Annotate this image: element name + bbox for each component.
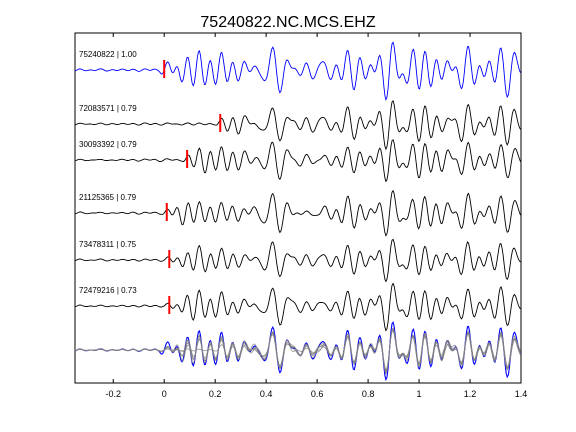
x-tick-label: 0 <box>162 389 167 399</box>
x-tick-label: 0.2 <box>209 389 222 399</box>
overlay-trace-line <box>74 327 521 375</box>
overlay-stack <box>74 321 522 382</box>
x-tick-label: 1.2 <box>464 389 477 399</box>
trace-line <box>74 139 521 183</box>
x-tick-label: 0.4 <box>260 389 273 399</box>
x-tick-label: 1.4 <box>515 389 528 399</box>
trace-line <box>74 238 521 283</box>
pick-markers <box>163 60 222 314</box>
trace-line <box>74 41 521 101</box>
trace-line <box>74 100 521 151</box>
trace-label: 75240822 | 1.00 <box>79 50 137 59</box>
chart-title: 75240822.NC.MCS.EHZ <box>200 14 375 31</box>
trace-labels: 75240822 | 1.00 72083571 | 0.79 30093392 |… <box>79 50 137 295</box>
trace-label: 72083571 | 0.79 <box>79 104 137 113</box>
trace-group <box>74 41 521 332</box>
trace-label: 21125365 | 0.79 <box>79 193 137 202</box>
plot-frame <box>74 32 522 384</box>
trace-line <box>74 189 521 237</box>
x-tick-label: -0.2 <box>105 389 121 399</box>
trace-line <box>74 282 521 332</box>
x-tick-label: 0.6 <box>311 389 324 399</box>
x-axis: -0.2 0 0.2 0.4 0.6 0.8 1 1.2 1.4 <box>105 33 527 399</box>
trace-label: 30093392 | 0.79 <box>79 140 137 149</box>
x-tick-label: 1 <box>417 389 422 399</box>
trace-label: 72479216 | 0.73 <box>79 286 137 295</box>
x-tick-label: 0.8 <box>362 389 375 399</box>
trace-label: 73478311 | 0.75 <box>79 240 137 249</box>
